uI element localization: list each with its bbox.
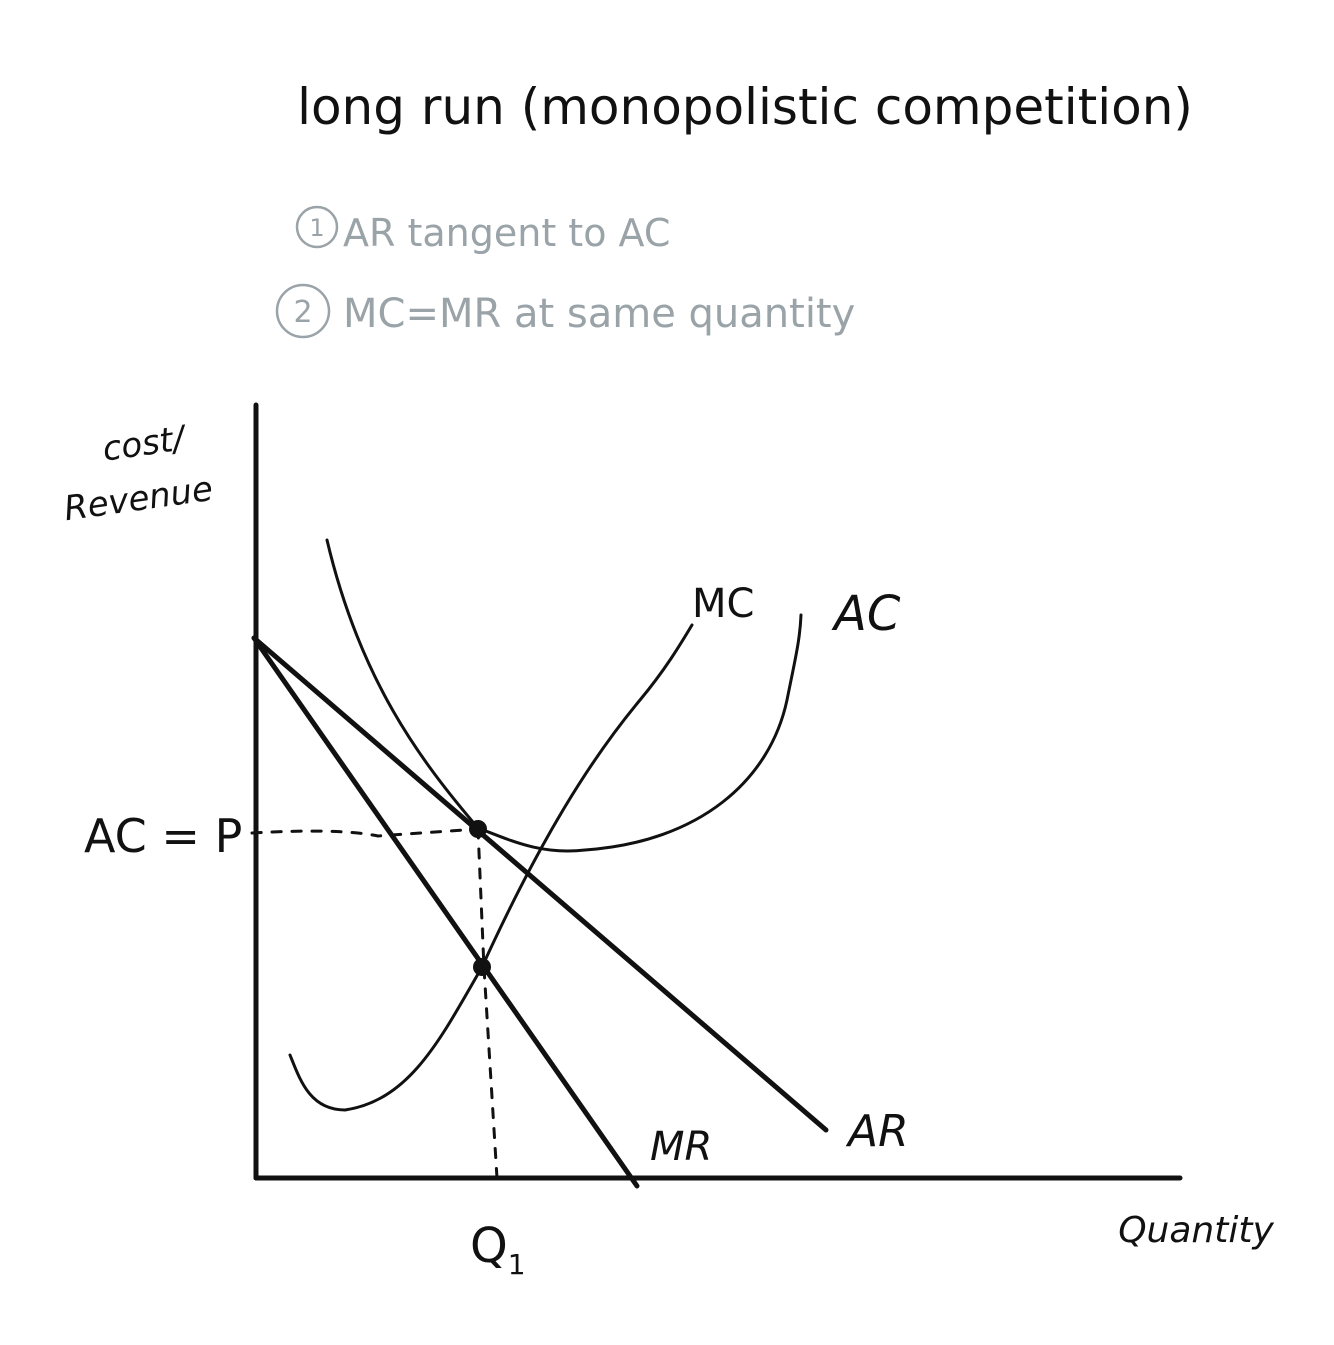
ac-curve: [325, 538, 803, 853]
y-axis-label-line2: Revenue: [62, 469, 216, 529]
note-1-number: 1: [309, 214, 324, 242]
mr-curve: [251, 635, 640, 1189]
ar-curve: [251, 635, 829, 1133]
quantity-level-letter: Q: [470, 1218, 508, 1274]
mc-mr-intersection-point: [473, 958, 491, 976]
quantity-guide-line: [476, 827, 499, 1180]
price-level-label: AC = P: [84, 809, 242, 863]
mc-label: MC: [692, 581, 754, 627]
note-2-circle: [275, 283, 331, 339]
note-2-number: 2: [293, 295, 312, 330]
mc-curve: [288, 623, 694, 1112]
note-1: 1 AR tangent to AC: [295, 205, 670, 255]
price-guide-line: [250, 827, 480, 838]
note-2-text: MC=MR at same quantity: [343, 291, 855, 337]
tangency-point: [469, 820, 487, 838]
y-axis-label-line1: cost/: [100, 418, 190, 470]
ar-label: AR: [845, 1106, 909, 1157]
note-1-text: AR tangent to AC: [343, 211, 670, 255]
x-axis-label: Quantity: [1118, 1210, 1274, 1251]
diagram-title: long run (monopolistic competition): [297, 78, 1193, 136]
note-1-circle: [295, 205, 339, 249]
quantity-level-label: Q1: [470, 1218, 526, 1281]
mr-label: MR: [650, 1124, 712, 1170]
note-2: 2 MC=MR at same quantity: [275, 283, 855, 339]
ac-label: AC: [831, 586, 901, 642]
quantity-level-subscript: 1: [508, 1248, 526, 1281]
